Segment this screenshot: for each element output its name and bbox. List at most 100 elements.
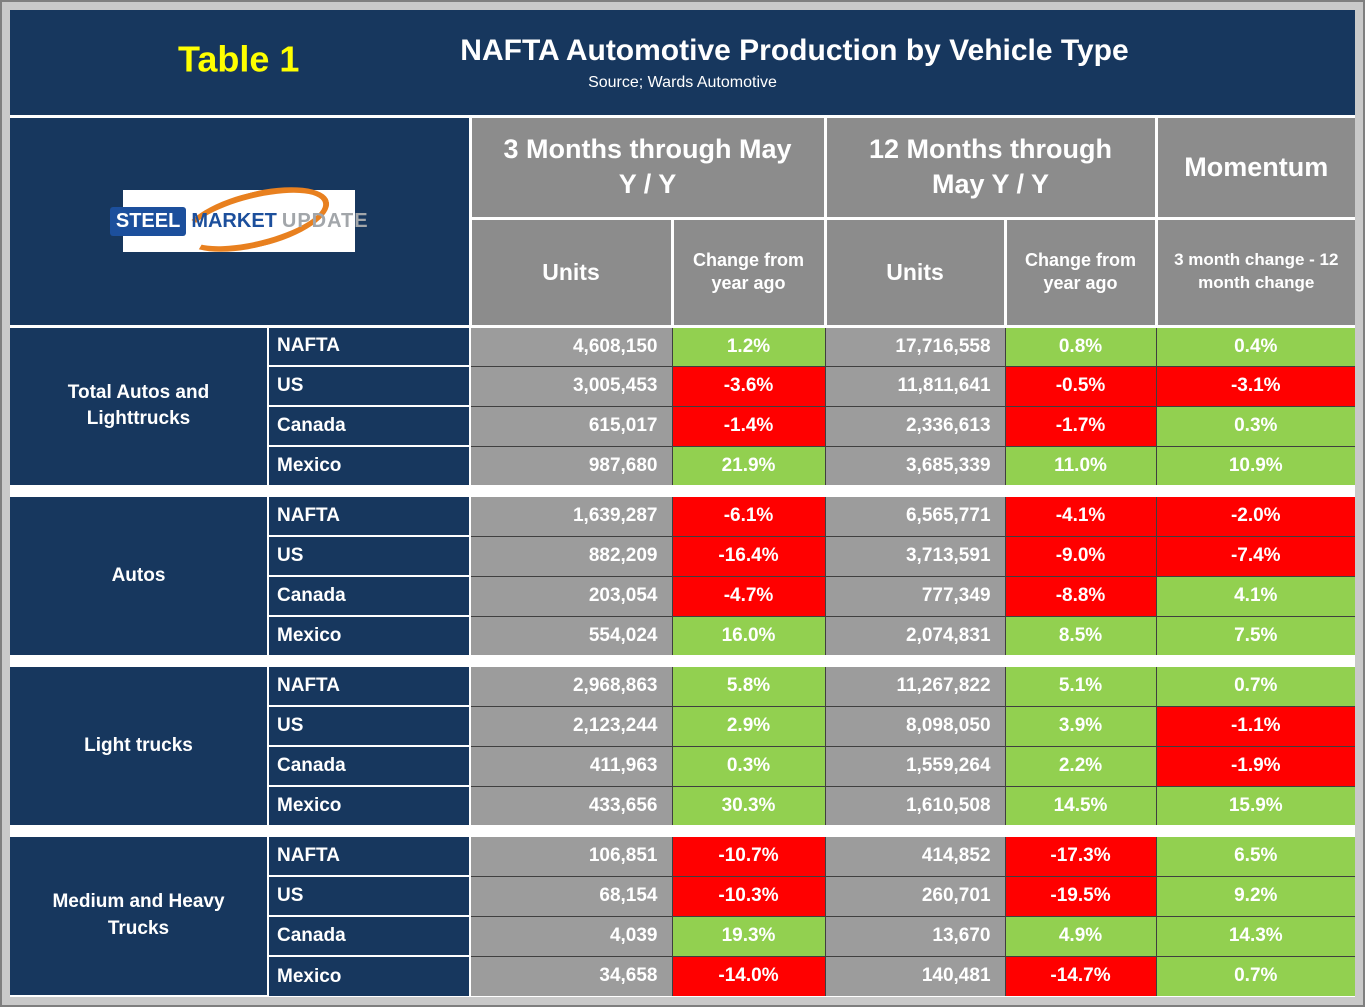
group-separator	[10, 655, 1356, 667]
momentum-value: -3.1%	[1155, 365, 1356, 407]
table-row: Canada 411,963 0.3% 1,559,264 2.2% -1.9%	[10, 745, 1356, 787]
change-12mo-value: 11.0%	[1004, 445, 1157, 487]
table-row: US 3,005,453 -3.6% 11,811,641 -0.5% -3.1…	[10, 365, 1356, 407]
table-row: Mexico 34,658 -14.0% 140,481 -14.7% 0.7%	[10, 955, 1356, 996]
source-note: Source; Wards Automotive	[588, 73, 777, 91]
change-3mo-value: -10.7%	[671, 835, 826, 877]
units-3mo-value: 882,209	[469, 535, 673, 577]
units-3mo-value: 987,680	[469, 445, 673, 487]
col-group-3mo: 3 Months through May Y / Y	[468, 118, 827, 220]
group-separator	[10, 485, 1356, 497]
units-12mo-value: 11,267,822	[824, 665, 1006, 707]
momentum-value: 0.7%	[1155, 955, 1356, 996]
units-12mo-value: 3,713,591	[824, 535, 1006, 577]
change-12mo-value: -1.7%	[1004, 405, 1157, 447]
momentum-value: 0.7%	[1155, 665, 1356, 707]
table-row: Mexico 433,656 30.3% 1,610,508 14.5% 15.…	[10, 785, 1356, 827]
subheader-units-3mo: Units	[470, 216, 674, 328]
table-row: Mexico 554,024 16.0% 2,074,831 8.5% 7.5%	[10, 615, 1356, 657]
region-label: US	[268, 875, 471, 917]
momentum-value: 4.1%	[1155, 575, 1356, 617]
logo-word-update: UPDATE	[281, 209, 369, 232]
units-12mo-value: 1,610,508	[824, 785, 1006, 827]
units-12mo-value: 777,349	[824, 575, 1006, 617]
momentum-value: 0.4%	[1155, 325, 1356, 367]
units-3mo-value: 3,005,453	[469, 365, 673, 407]
momentum-value: 14.3%	[1155, 915, 1356, 957]
units-12mo-value: 6,565,771	[824, 495, 1006, 537]
header-sub-row: Units Change from year ago Units Change …	[10, 216, 1356, 328]
units-12mo-value: 140,481	[824, 955, 1006, 996]
table-row: Canada 615,017 -1.4% 2,336,613 -1.7% 0.3…	[10, 405, 1356, 447]
region-label: Mexico	[268, 955, 471, 996]
region-label: US	[268, 705, 471, 747]
change-3mo-value: 19.3%	[671, 915, 826, 957]
momentum-value: -1.1%	[1155, 705, 1356, 747]
change-12mo-value: -14.7%	[1004, 955, 1157, 996]
change-12mo-value: 0.8%	[1004, 325, 1157, 367]
momentum-value: 6.5%	[1155, 835, 1356, 877]
units-12mo-value: 17,716,558	[824, 325, 1006, 367]
change-3mo-value: 1.2%	[671, 325, 826, 367]
momentum-value: 9.2%	[1155, 875, 1356, 917]
change-3mo-value: -1.4%	[671, 405, 826, 447]
subheader-momentum-formula: 3 month change - 12 month change	[1154, 216, 1356, 328]
change-3mo-value: -6.1%	[671, 495, 826, 537]
table-row: US 2,123,244 2.9% 8,098,050 3.9% -1.1%	[10, 705, 1356, 747]
page-title: NAFTA Automotive Production by Vehicle T…	[460, 33, 1129, 67]
region-label: Canada	[268, 745, 471, 787]
change-12mo-value: -17.3%	[1004, 835, 1157, 877]
change-3mo-value: 5.8%	[671, 665, 826, 707]
subheader-change-3mo: Change from year ago	[670, 216, 827, 328]
units-3mo-value: 411,963	[469, 745, 673, 787]
units-12mo-value: 3,685,339	[824, 445, 1006, 487]
change-3mo-value: 30.3%	[671, 785, 826, 827]
logo-word-steel: STEEL	[109, 206, 187, 236]
change-12mo-value: 14.5%	[1004, 785, 1157, 827]
subheader-change-12mo: Change from year ago	[1003, 216, 1158, 328]
change-3mo-value: 2.9%	[671, 705, 826, 747]
change-12mo-value: -9.0%	[1004, 535, 1157, 577]
table-row: Canada 203,054 -4.7% 777,349 -8.8% 4.1%	[10, 575, 1356, 617]
subheader-units-12mo: Units	[823, 216, 1007, 328]
smu-logo: STEEL MARKET UPDATE	[109, 174, 368, 265]
change-12mo-value: 3.9%	[1004, 705, 1157, 747]
units-3mo-value: 554,024	[469, 615, 673, 657]
region-label: NAFTA	[267, 665, 471, 707]
units-12mo-value: 11,811,641	[824, 365, 1006, 407]
header-group-row: STEEL MARKET UPDATE 3 Months through May…	[10, 118, 1356, 328]
region-label: NAFTA	[267, 495, 471, 537]
units-3mo-value: 433,656	[469, 785, 673, 827]
table-row: Mexico 987,680 21.9% 3,685,339 11.0% 10.…	[10, 445, 1356, 487]
table-row: US 68,154 -10.3% 260,701 -19.5% 9.2%	[10, 875, 1356, 917]
category-label: Autos	[10, 495, 269, 657]
production-table: STEEL MARKET UPDATE 3 Months through May…	[10, 118, 1356, 997]
col-group-momentum: Momentum	[1154, 118, 1356, 220]
logo-cell: STEEL MARKET UPDATE	[10, 118, 472, 328]
units-3mo-value: 203,054	[469, 575, 673, 617]
separator-cell	[10, 485, 1356, 497]
table-row: Light trucks NAFTA 2,968,863 5.8% 11,267…	[10, 665, 1356, 827]
change-12mo-value: 4.9%	[1004, 915, 1157, 957]
change-3mo-value: -16.4%	[671, 535, 826, 577]
units-12mo-value: 13,670	[824, 915, 1006, 957]
table-row: Total Autos and Lighttrucks NAFTA 4,608,…	[10, 325, 1356, 487]
change-3mo-value: -14.0%	[671, 955, 826, 996]
region-label: NAFTA	[267, 835, 471, 877]
category-label: Medium and Heavy Trucks	[10, 835, 269, 997]
change-3mo-value: 21.9%	[671, 445, 826, 487]
region-label: US	[268, 365, 471, 407]
units-12mo-value: 414,852	[824, 835, 1006, 877]
region-label: NAFTA	[267, 325, 471, 367]
units-3mo-value: 615,017	[469, 405, 673, 447]
category-label: Total Autos and Lighttrucks	[10, 325, 269, 487]
change-3mo-value: -4.7%	[671, 575, 826, 617]
col-group-12mo: 12 Months through May Y / Y	[823, 118, 1158, 220]
table-row: Autos NAFTA 1,639,287 -6.1% 6,565,771 -4…	[10, 495, 1356, 657]
table-label: Table 1	[178, 38, 300, 80]
units-12mo-value: 8,098,050	[824, 705, 1006, 747]
units-12mo-value: 2,336,613	[824, 405, 1006, 447]
momentum-value: -7.4%	[1155, 535, 1356, 577]
momentum-value: 0.3%	[1155, 405, 1356, 447]
separator-cell	[10, 825, 1356, 837]
